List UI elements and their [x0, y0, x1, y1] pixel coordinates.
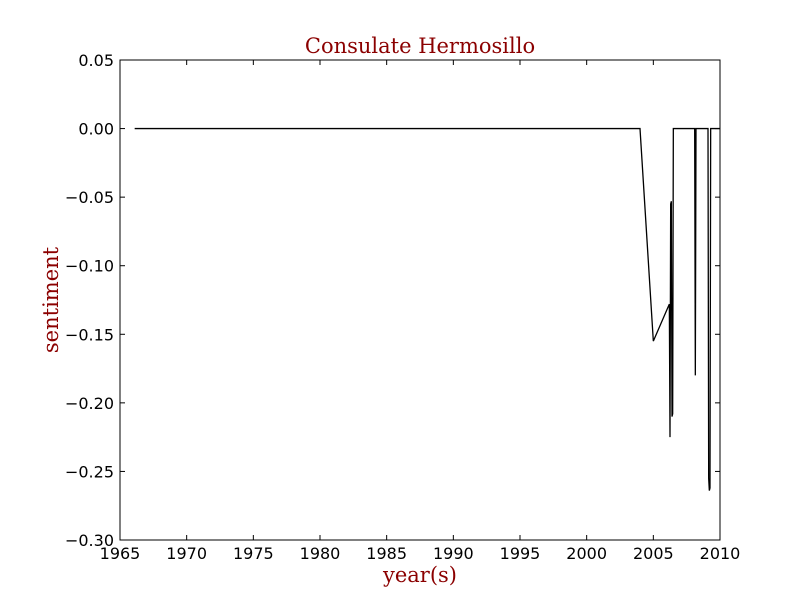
y-tick-label: 0.00	[78, 120, 114, 139]
y-tick-label: −0.25	[65, 462, 114, 481]
x-tick-label: 1970	[166, 544, 207, 563]
x-tick-label: 1980	[300, 544, 341, 563]
chart-title: Consulate Hermosillo	[305, 34, 535, 58]
y-tick-label: −0.15	[65, 325, 114, 344]
y-tick-label: −0.20	[65, 394, 114, 413]
x-tick-label: 2005	[633, 544, 674, 563]
x-tick-label: 1985	[366, 544, 407, 563]
y-tick-label: −0.30	[65, 531, 114, 550]
x-tick-label: 1975	[233, 544, 274, 563]
y-tick-label: −0.05	[65, 188, 114, 207]
x-axis-label: year(s)	[382, 563, 457, 587]
x-tick-label: 1965	[100, 544, 141, 563]
series-line	[134, 127, 720, 491]
y-axis-label: sentiment	[39, 246, 63, 353]
x-axis: 1965 1970 1975 1980 1985 1990 1995 2000 2005 2010	[100, 60, 741, 563]
x-tick-label: 1995	[500, 544, 541, 563]
plot-area	[119, 59, 721, 541]
y-tick-label: 0.05	[78, 51, 114, 70]
x-tick-label: 2010	[700, 544, 741, 563]
y-axis: 0.05 0.00 −0.05 −0.10 −0.15 −0.20 −0.25 −0.30	[65, 51, 720, 550]
y-tick-label: −0.10	[65, 257, 114, 276]
x-tick-label: 1990	[433, 544, 474, 563]
x-tick-label: 2000	[566, 544, 607, 563]
plot-frame	[119, 59, 721, 541]
series-layer	[134, 127, 720, 491]
